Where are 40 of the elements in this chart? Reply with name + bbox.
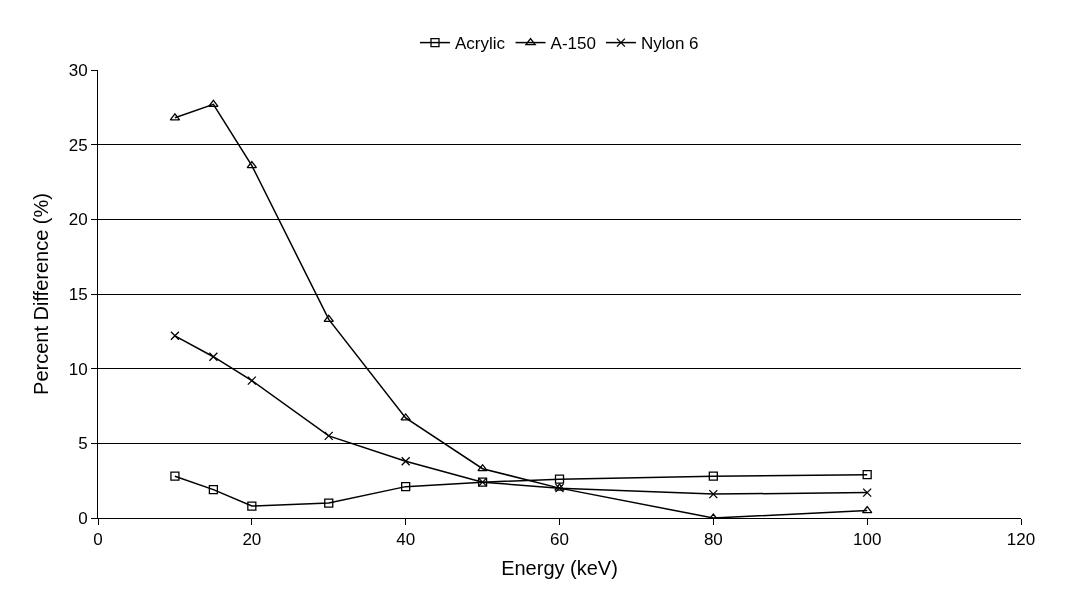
y-tick-label: 15: [68, 284, 88, 304]
point: [208, 484, 219, 495]
point: [324, 431, 334, 441]
point: [400, 413, 411, 421]
y-tick-label: 30: [68, 60, 88, 80]
y-tick-label: 10: [68, 359, 88, 379]
point: [477, 464, 488, 472]
legend-label: A-150: [550, 34, 596, 54]
point: [862, 470, 872, 480]
point: [708, 471, 718, 481]
x-tick-label: 0: [93, 530, 103, 550]
x-tick-label: 60: [550, 530, 569, 550]
y-tick-label: 0: [78, 508, 88, 528]
point: [401, 456, 411, 466]
point: [170, 331, 180, 341]
legend-label: Nylon 6: [640, 34, 699, 54]
x-tick-label: 40: [396, 530, 416, 550]
point: [246, 160, 258, 169]
point: [324, 498, 334, 508]
point: [247, 501, 257, 511]
legend-label: Acrylic: [455, 34, 506, 54]
point: [862, 487, 872, 498]
point: [401, 481, 411, 492]
y-tick-label: 5: [78, 434, 88, 454]
x-tick-label: 120: [1006, 530, 1036, 550]
y-tick-label: 25: [68, 135, 88, 155]
x-tick-label: 80: [703, 530, 723, 550]
point: [208, 99, 219, 107]
point: [170, 471, 180, 481]
point: [708, 489, 718, 499]
point: [323, 314, 335, 323]
x-tick-label: 20: [242, 530, 262, 550]
x-tick-label: 100: [852, 530, 882, 550]
point: [554, 474, 565, 484]
point: [247, 375, 257, 386]
y-tick-label: 20: [68, 210, 88, 230]
y-axis-title: Percent Difference (%): [30, 193, 53, 395]
point: [208, 352, 219, 362]
point: [861, 505, 873, 514]
x-axis-title: Energy (keV): [501, 556, 618, 579]
